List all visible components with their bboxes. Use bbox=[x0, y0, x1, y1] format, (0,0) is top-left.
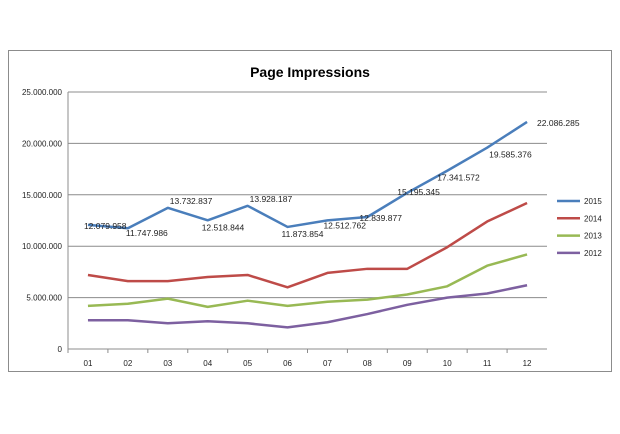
series-line-2014 bbox=[87, 201, 528, 289]
x-tick-label: 03 bbox=[163, 359, 172, 368]
y-tick-label: 10.000.000 bbox=[22, 242, 63, 251]
chart-frame bbox=[8, 50, 612, 372]
series-line-2013 bbox=[87, 253, 528, 309]
legend-label: 2013 bbox=[584, 232, 602, 241]
x-tick-label: 04 bbox=[203, 359, 212, 368]
series-line-2015 bbox=[87, 120, 528, 230]
y-tick-label: 20.000.000 bbox=[22, 139, 63, 148]
y-tick-label: 5.000.000 bbox=[26, 294, 62, 303]
data-label: 13.928.187 bbox=[250, 194, 293, 204]
legend-label: 2015 bbox=[584, 197, 602, 206]
data-label: 12.518.844 bbox=[202, 222, 245, 232]
data-label: 22.086.285 bbox=[537, 118, 580, 128]
chart-title: Page Impressions bbox=[250, 64, 370, 80]
x-tick-label: 01 bbox=[84, 359, 93, 368]
x-tick-label: 09 bbox=[403, 359, 412, 368]
data-label: 12.512.762 bbox=[323, 220, 366, 230]
data-label: 19.585.376 bbox=[489, 150, 532, 160]
data-label: 11.873.854 bbox=[282, 229, 324, 239]
x-tick-label: 07 bbox=[323, 359, 332, 368]
data-label: 13.732.837 bbox=[170, 196, 213, 206]
series-line-2012 bbox=[87, 284, 528, 329]
y-tick-label: 25.000.000 bbox=[22, 88, 63, 97]
data-label: 11.747.986 bbox=[126, 228, 168, 238]
y-tick-label: 15.000.000 bbox=[22, 191, 63, 200]
x-tick-label: 12 bbox=[523, 359, 532, 368]
x-tick-label: 08 bbox=[363, 359, 372, 368]
x-tick-label: 05 bbox=[243, 359, 252, 368]
y-tick-label: 0 bbox=[58, 345, 63, 354]
legend-label: 2012 bbox=[584, 249, 602, 258]
x-tick-label: 02 bbox=[123, 359, 132, 368]
x-tick-label: 11 bbox=[483, 359, 492, 368]
data-label: 12.839.877 bbox=[359, 213, 402, 223]
data-label: 12.079.958 bbox=[84, 221, 127, 231]
x-tick-label: 10 bbox=[443, 359, 452, 368]
data-label: 17.341.572 bbox=[437, 173, 480, 183]
x-tick-label: 06 bbox=[283, 359, 292, 368]
legend-label: 2014 bbox=[584, 214, 602, 223]
data-label: 15.195.345 bbox=[397, 187, 440, 197]
